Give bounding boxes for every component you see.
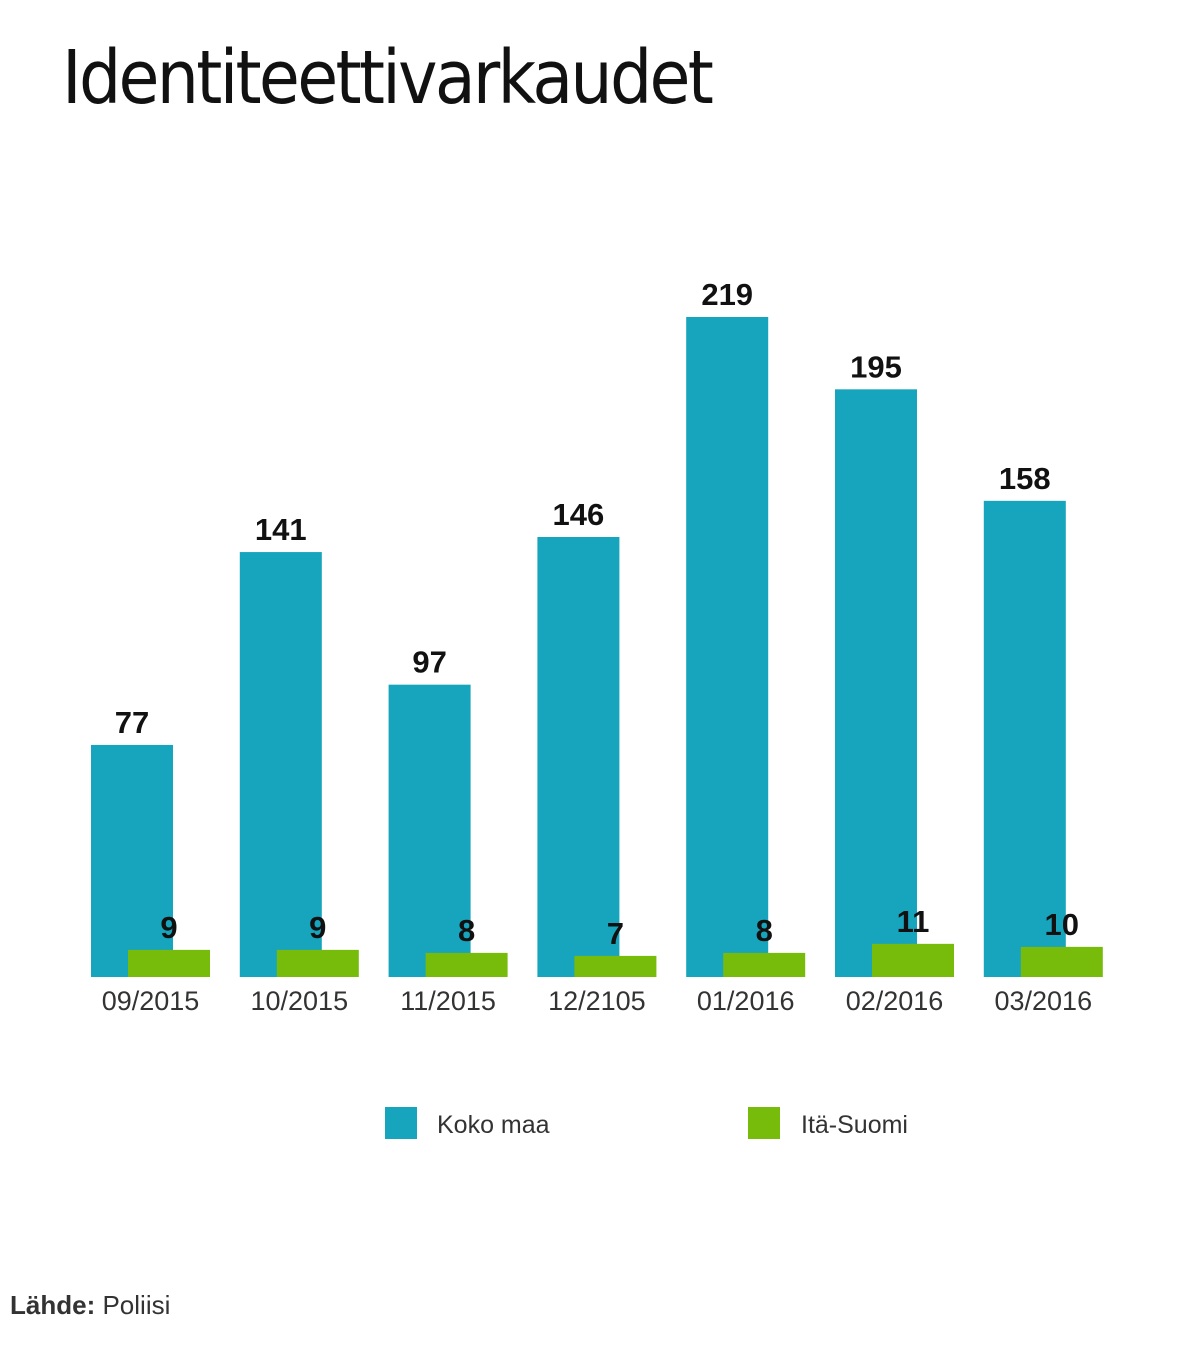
bar-ita-suomi-5 <box>872 943 954 977</box>
value-label-koko-maa-0: 77 <box>115 705 149 740</box>
value-label-ita-suomi-6: 10 <box>1045 907 1079 942</box>
value-label-ita-suomi-1: 9 <box>309 910 326 945</box>
bar-koko-maa-1 <box>239 552 322 977</box>
x-tick-label-6: 03/2016 <box>994 986 1092 1016</box>
source-note: Lähde: Poliisi <box>10 1290 170 1321</box>
bar-ita-suomi-6 <box>1020 946 1103 977</box>
value-label-koko-maa-3: 146 <box>553 497 605 532</box>
bar-ita-suomi-3 <box>574 955 657 977</box>
bar-koko-maa-2 <box>388 684 471 977</box>
value-label-koko-maa-5: 195 <box>850 349 902 384</box>
chart-title: Identiteettivarkaudet <box>62 35 714 121</box>
x-axis-ticks: 09/2015 10/2015 11/2015 12/2105 01/2016 02/20… <box>102 986 1092 1016</box>
bar-koko-maa-6 <box>983 500 1066 977</box>
value-label-ita-suomi-4: 8 <box>756 913 773 948</box>
value-label-ita-suomi-0: 9 <box>160 910 177 945</box>
legend-swatch-ita-suomi <box>748 1107 780 1139</box>
labels-layer: 77 9 141 9 97 8 146 7 219 8 195 11 158 10 <box>115 277 1079 951</box>
legend-label-koko-maa: Koko maa <box>437 1111 550 1139</box>
x-tick-label-4: 01/2016 <box>697 986 795 1016</box>
legend-label-ita-suomi: Itä-Suomi <box>801 1111 908 1139</box>
bar-koko-maa-3 <box>537 537 620 977</box>
x-tick-label-0: 09/2015 <box>102 986 200 1016</box>
bars-layer <box>91 317 1103 978</box>
bar-koko-maa-4 <box>686 317 769 977</box>
bar-koko-maa-0 <box>91 744 173 977</box>
x-tick-label-5: 02/2016 <box>846 986 944 1016</box>
bar-ita-suomi-2 <box>425 952 508 977</box>
x-tick-label-2: 11/2015 <box>400 986 496 1016</box>
value-label-ita-suomi-3: 7 <box>607 916 624 951</box>
value-label-koko-maa-6: 158 <box>999 461 1051 496</box>
source-label: Lähde: <box>10 1290 96 1320</box>
value-label-ita-suomi-2: 8 <box>458 913 475 948</box>
legend: Koko maa Itä-Suomi <box>385 1107 908 1139</box>
source-value: Poliisi <box>102 1290 171 1320</box>
bar-ita-suomi-4 <box>723 952 806 977</box>
value-label-koko-maa-1: 141 <box>255 512 307 547</box>
x-tick-label-1: 10/2015 <box>250 986 348 1016</box>
x-tick-label-3: 12/2105 <box>548 986 646 1016</box>
bar-ita-suomi-1 <box>276 949 359 977</box>
value-label-koko-maa-2: 97 <box>412 645 446 680</box>
legend-swatch-koko-maa <box>385 1107 417 1139</box>
bar-koko-maa-5 <box>835 389 917 978</box>
value-label-koko-maa-4: 219 <box>701 277 753 312</box>
value-label-ita-suomi-5: 11 <box>897 904 930 939</box>
bar-ita-suomi-0 <box>128 949 210 977</box>
